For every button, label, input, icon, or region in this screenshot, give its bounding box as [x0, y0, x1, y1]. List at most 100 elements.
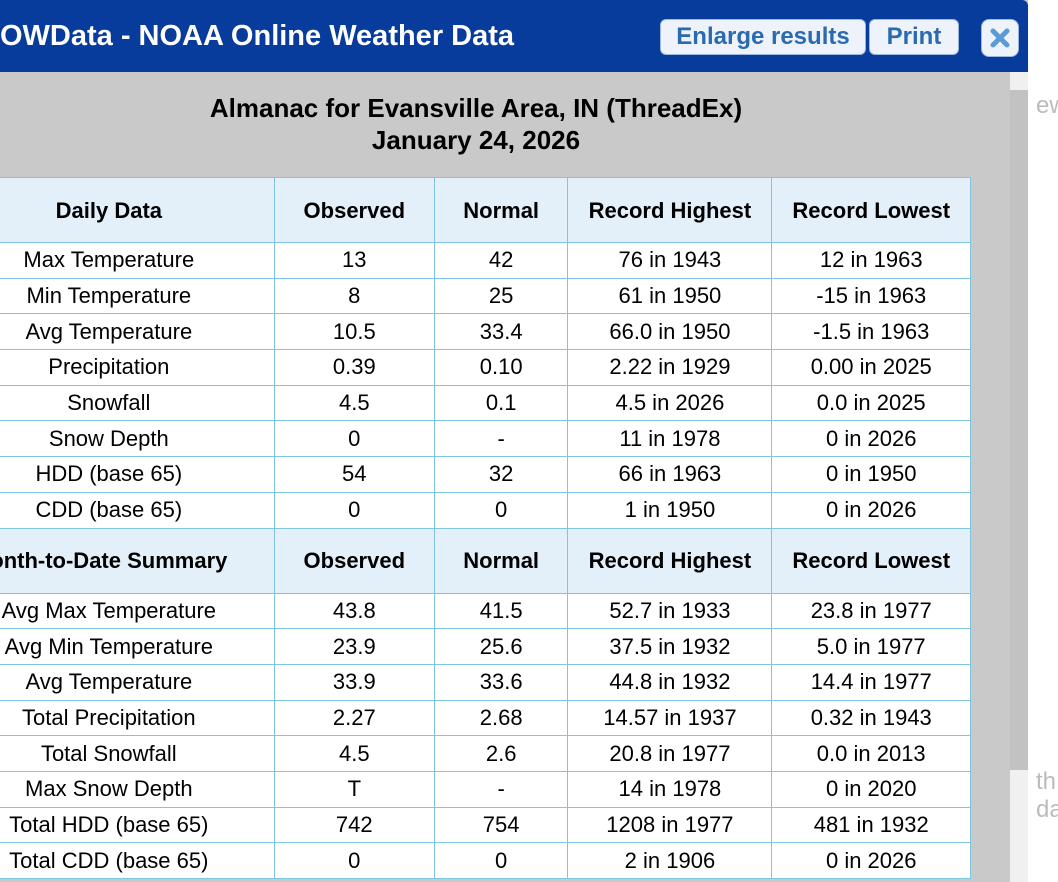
- value-cell: 14 in 1978: [567, 770, 773, 808]
- data-row: Total Snowfall 4.5 2.6 20.8 in 1977 0.0 in 2…: [0, 735, 971, 772]
- value-cell: 41.5: [433, 592, 569, 630]
- dialog-header: OWData - NOAA Online Weather Data Enlarg…: [0, 0, 1028, 72]
- value-cell: -: [433, 770, 569, 808]
- data-row: Max Temperature 13 42 76 in 1943 12 in 1963: [0, 242, 971, 279]
- value-cell: 0 in 2026: [771, 420, 971, 458]
- row-label: Avg Max Temperature: [0, 592, 275, 630]
- row-label: Total Precipitation: [0, 699, 275, 737]
- value-cell: 2 in 1906: [567, 842, 773, 879]
- almanac-table: Daily Data Observed Normal Record Highest Re…: [0, 177, 971, 879]
- value-cell: 23.8 in 1977: [771, 592, 971, 630]
- data-row: HDD (base 65) 54 32 66 in 1963 0 in 1950: [0, 456, 971, 493]
- column-header: Record Lowest: [771, 527, 971, 594]
- value-cell: 44.8 in 1932: [567, 663, 773, 701]
- data-row: Min Temperature 8 25 61 in 1950 -15 in 1963: [0, 277, 971, 315]
- row-label: Avg Temperature: [0, 663, 275, 701]
- value-cell: 43.8: [273, 592, 435, 630]
- value-cell: 14.4 in 1977: [771, 663, 971, 701]
- value-cell: 0: [273, 842, 435, 879]
- row-label: Snow Depth: [0, 420, 275, 458]
- scroll-thumb[interactable]: [1010, 90, 1028, 770]
- value-cell: 33.9: [273, 663, 435, 701]
- value-cell: 4.5 in 2026: [567, 384, 773, 422]
- value-cell: 2.6: [433, 735, 569, 772]
- value-cell: 0.00 in 2025: [771, 349, 971, 386]
- column-header: Observed: [273, 177, 435, 243]
- value-cell: 754: [433, 806, 569, 844]
- data-row: Avg Temperature 10.5 33.4 66.0 in 1950 -1.5 …: [0, 313, 971, 351]
- row-label: Max Temperature: [0, 242, 275, 279]
- bg-text: ew: [1036, 92, 1058, 119]
- value-cell: 33.4: [433, 313, 569, 351]
- value-cell: 0 in 2026: [771, 491, 971, 529]
- value-cell: 0: [433, 491, 569, 529]
- print-button[interactable]: Print: [869, 19, 959, 55]
- row-label: Precipitation: [0, 349, 275, 386]
- row-label: CDD (base 65): [0, 491, 275, 529]
- close-button[interactable]: [981, 19, 1019, 57]
- value-cell: 1 in 1950: [567, 491, 773, 529]
- column-header: onth-to-Date Summary: [0, 527, 275, 594]
- column-header: Record Lowest: [771, 177, 971, 243]
- column-header: Daily Data: [0, 177, 275, 243]
- value-cell: 10.5: [273, 313, 435, 351]
- data-row: Snowfall 4.5 0.1 4.5 in 2026 0.0 in 2025: [0, 384, 971, 422]
- value-cell: 61 in 1950: [567, 277, 773, 315]
- value-cell: 2.22 in 1929: [567, 349, 773, 386]
- data-row: Avg Min Temperature 23.9 25.6 37.5 in 1932 5…: [0, 628, 971, 665]
- data-row: Total CDD (base 65) 0 0 2 in 1906 0 in 2026: [0, 842, 971, 879]
- data-row: Avg Temperature 33.9 33.6 44.8 in 1932 14.4 …: [0, 663, 971, 701]
- value-cell: 0.10: [433, 349, 569, 386]
- value-cell: T: [273, 770, 435, 808]
- value-cell: 25: [433, 277, 569, 315]
- column-header: Normal: [433, 177, 569, 243]
- value-cell: 11 in 1978: [567, 420, 773, 458]
- value-cell: 23.9: [273, 628, 435, 665]
- row-label: Snowfall: [0, 384, 275, 422]
- report-heading: Almanac for Evansville Area, IN (ThreadE…: [209, 93, 743, 123]
- data-row: Max Snow Depth T -14 in 1978 0 in 2020: [0, 770, 971, 808]
- report-date: January 24, 2026: [371, 125, 581, 155]
- value-cell: 37.5 in 1932: [567, 628, 773, 665]
- bg-text: th: [1036, 768, 1057, 795]
- dialog-title: OWData - NOAA Online Weather Data: [0, 20, 515, 52]
- row-label: Avg Min Temperature: [0, 628, 275, 665]
- data-row: Snow Depth 0-11 in 1978 0 in 2026: [0, 420, 971, 458]
- row-label: Total Snowfall: [0, 735, 275, 772]
- data-row: Total HDD (base 65) 742 754 1208 in 1977 481…: [0, 806, 971, 844]
- value-cell: 0: [273, 420, 435, 458]
- column-header: Record Highest: [567, 177, 773, 243]
- row-label: Min Temperature: [0, 277, 275, 315]
- data-row: Avg Max Temperature 43.8 41.5 52.7 in 1933 2…: [0, 592, 971, 630]
- value-cell: 14.57 in 1937: [567, 699, 773, 737]
- row-label: Avg Temperature: [0, 313, 275, 351]
- column-header: Observed: [273, 527, 435, 594]
- row-label: Total CDD (base 65): [0, 842, 275, 879]
- value-cell: 20.8 in 1977: [567, 735, 773, 772]
- value-cell: 481 in 1932: [771, 806, 971, 844]
- value-cell: 76 in 1943: [567, 242, 773, 279]
- column-header: Normal: [433, 527, 569, 594]
- value-cell: 0 in 2026: [771, 842, 971, 879]
- value-cell: 1208 in 1977: [567, 806, 773, 844]
- value-cell: -: [433, 420, 569, 458]
- row-label: Total HDD (base 65): [0, 806, 275, 844]
- value-cell: 4.5: [273, 384, 435, 422]
- row-label: Max Snow Depth: [0, 770, 275, 808]
- data-row: Total Precipitation 2.27 2.68 14.57 in 1937…: [0, 699, 971, 737]
- value-cell: 25.6: [433, 628, 569, 665]
- bg-text: da: [1036, 796, 1058, 823]
- value-cell: 0.39: [273, 349, 435, 386]
- value-cell: 0 in 1950: [771, 456, 971, 493]
- value-cell: 4.5: [273, 735, 435, 772]
- enlarge-button[interactable]: Enlarge results: [660, 19, 866, 55]
- value-cell: 54: [273, 456, 435, 493]
- value-cell: 0 in 2020: [771, 770, 971, 808]
- value-cell: 32: [433, 456, 569, 493]
- data-row: CDD (base 65) 0 0 1 in 1950 0 in 2026: [0, 491, 971, 529]
- data-row: Precipitation 0.39 0.10 2.22 in 1929 0.00 in…: [0, 349, 971, 386]
- value-cell: -1.5 in 1963: [771, 313, 971, 351]
- value-cell: 742: [273, 806, 435, 844]
- value-cell: 0.0 in 2025: [771, 384, 971, 422]
